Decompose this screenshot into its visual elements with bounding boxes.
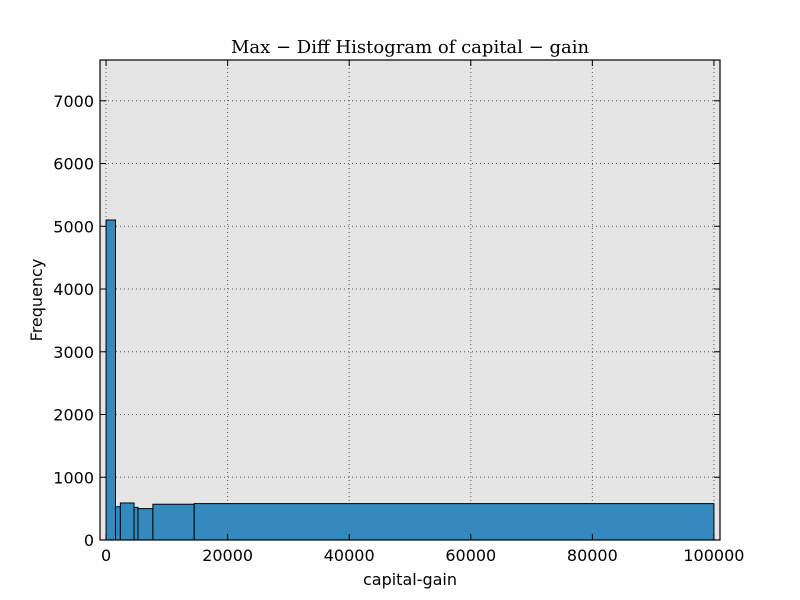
x-tick-label: 60000 bbox=[445, 546, 496, 565]
y-tick-label: 3000 bbox=[53, 343, 94, 362]
x-axis-label: capital-gain bbox=[363, 570, 457, 589]
x-tick-label: 80000 bbox=[567, 546, 618, 565]
x-tick-labels: 0 20000 40000 60000 80000 100000 bbox=[101, 546, 744, 565]
histogram-bar-1 bbox=[115, 506, 121, 541]
y-tick-label: 7000 bbox=[53, 92, 94, 111]
x-tick-label: 20000 bbox=[202, 546, 253, 565]
bars-group bbox=[105, 219, 715, 541]
histogram-bar-2 bbox=[119, 502, 135, 541]
y-tick-labels: 0 1000 2000 3000 4000 5000 6000 7000 bbox=[53, 92, 94, 550]
y-tick-label: 2000 bbox=[53, 406, 94, 425]
x-tick-label: 100000 bbox=[683, 546, 744, 565]
chart-title: Max − Diff Histogram of capital − gain bbox=[231, 37, 590, 58]
y-tick-label: 6000 bbox=[53, 155, 94, 174]
histogram-bar-4 bbox=[137, 508, 154, 541]
y-tick-label: 4000 bbox=[53, 280, 94, 299]
histogram-bar-5 bbox=[152, 503, 195, 541]
histogram-bar-3 bbox=[133, 506, 139, 541]
ticks-group bbox=[100, 60, 720, 541]
y-axis-label: Frequency bbox=[27, 259, 46, 342]
plot-area bbox=[100, 60, 720, 540]
histogram-bar-6 bbox=[193, 503, 715, 541]
x-tick-label: 0 bbox=[101, 546, 111, 565]
x-tick-label: 40000 bbox=[324, 546, 375, 565]
plot-frame bbox=[99, 59, 721, 541]
histogram-bar-0 bbox=[105, 219, 116, 541]
y-tick-label: 5000 bbox=[53, 217, 94, 236]
y-tick-label: 0 bbox=[84, 531, 94, 550]
y-tick-label: 1000 bbox=[53, 468, 94, 487]
